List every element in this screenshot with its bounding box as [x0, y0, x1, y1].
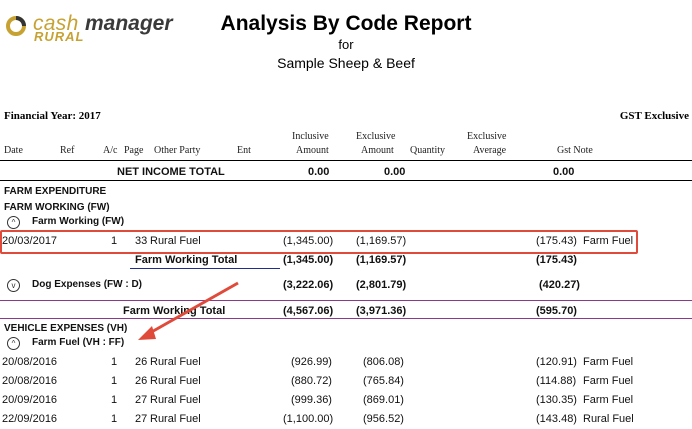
vh-row-date: 20/09/2016 — [2, 394, 58, 406]
header-divider — [0, 160, 692, 161]
fw-subtotal-divider — [130, 268, 280, 269]
logo-rural-text: RURAL — [34, 29, 85, 44]
vh-row-note: Farm Fuel — [583, 356, 634, 368]
vh-row-exclusive: (806.08) — [363, 356, 404, 368]
vehicle-divider — [0, 318, 692, 319]
col-date: Date — [4, 145, 23, 156]
col-excl-avg-1: Exclusive — [467, 131, 507, 142]
col-quantity: Quantity — [410, 145, 445, 156]
dog-expenses-label[interactable]: Dog Expenses (FW : D) — [32, 279, 143, 290]
vh-row-page: 27 — [135, 413, 148, 425]
fw-subtotal-inclusive: (1,345.00) — [283, 254, 334, 266]
fw-total-exclusive: (3,971.36) — [356, 305, 407, 317]
vh-row-ac: 1 — [111, 413, 118, 425]
col-page: Page — [124, 145, 144, 156]
fw-total-divider — [0, 300, 692, 301]
report-title-for: for — [338, 37, 354, 52]
col-exclusive-1: Exclusive — [356, 131, 396, 142]
vh-row-gst: (114.88) — [536, 375, 577, 387]
net-income-label: NET INCOME TOTAL — [117, 166, 225, 178]
fw-row-ac: 1 — [111, 235, 118, 247]
vh-row-ac: 1 — [111, 375, 118, 387]
fw-subtotal-gst: (175.43) — [536, 254, 577, 266]
vh-row-note: Farm Fuel — [583, 394, 634, 406]
vh-row-date: 22/09/2016 — [2, 413, 58, 425]
col-exclusive-2: Amount — [361, 145, 394, 156]
vh-row-party: Rural Fuel — [150, 394, 201, 406]
chevron-up-icon[interactable]: ^ — [7, 216, 20, 229]
net-income-divider — [0, 180, 692, 181]
fw-row-party: Rural Fuel — [150, 235, 201, 247]
chevron-up-icon[interactable]: ^ — [7, 337, 20, 350]
vh-row-ac: 1 — [111, 356, 118, 368]
vh-row-ac: 1 — [111, 394, 118, 406]
farm-working-heading: FARM WORKING (FW) — [4, 202, 110, 213]
dog-expenses-exclusive: (2,801.79) — [356, 279, 407, 291]
vh-row-party: Rural Fuel — [150, 356, 201, 368]
vh-row-party: Rural Fuel — [150, 375, 201, 387]
vh-row-party: Rural Fuel — [150, 413, 201, 425]
vh-row-note: Rural Fuel — [583, 413, 634, 425]
vehicle-heading: VEHICLE EXPENSES (VH) — [4, 323, 128, 334]
col-inclusive-2: Amount — [296, 145, 329, 156]
col-ref: Ref — [60, 145, 75, 156]
vh-row-inclusive: (1,100.00) — [283, 413, 334, 425]
farm-working-sub[interactable]: Farm Working (FW) — [32, 216, 125, 227]
net-income-gst: 0.00 — [553, 166, 575, 178]
net-income-inclusive: 0.00 — [308, 166, 330, 178]
report-title: Analysis By Code Report — [220, 12, 472, 35]
vh-row-gst: (120.91) — [536, 356, 577, 368]
dog-expenses-gst: (420.27) — [539, 279, 580, 291]
vh-row-gst: (130.35) — [536, 394, 577, 406]
highlight-box — [0, 230, 638, 254]
logo-manager-text: manager — [85, 12, 173, 35]
vh-row-page: 26 — [135, 375, 148, 387]
farm-expenditure-heading: FARM EXPENDITURE — [4, 186, 107, 197]
fw-row-note: Farm Fuel — [583, 235, 634, 247]
vh-row-inclusive: (999.36) — [291, 394, 332, 406]
financial-year: Financial Year: 2017 — [4, 110, 101, 122]
report-client-name: Sample Sheep & Beef — [277, 55, 415, 71]
col-inclusive-1: Inclusive — [292, 131, 329, 142]
gst-mode: GST Exclusive — [619, 110, 689, 122]
fw-row-exclusive: (1,169.57) — [356, 235, 407, 247]
col-excl-avg-2: Average — [473, 145, 507, 156]
vh-row-exclusive: (869.01) — [363, 394, 404, 406]
fw-row-inclusive: (1,345.00) — [283, 235, 334, 247]
vh-row-date: 20/08/2016 — [2, 356, 58, 368]
vh-row-page: 27 — [135, 394, 148, 406]
fw-subtotal-exclusive: (1,169.57) — [356, 254, 407, 266]
col-ent: Ent — [237, 145, 251, 156]
vh-row-note: Farm Fuel — [583, 375, 634, 387]
vh-row-exclusive: (765.84) — [363, 375, 404, 387]
fw-total-gst: (595.70) — [536, 305, 577, 317]
fw-subtotal-label: Farm Working Total — [135, 254, 238, 266]
logo-cash-text: cash — [33, 12, 79, 35]
fw-row-gst: (175.43) — [536, 235, 577, 247]
dog-expenses-inclusive: (3,222.06) — [283, 279, 334, 291]
chevron-down-icon[interactable]: v — [7, 279, 20, 292]
net-income-exclusive: 0.00 — [384, 166, 406, 178]
vh-row-inclusive: (880.72) — [291, 375, 332, 387]
vehicle-sub[interactable]: Farm Fuel (VH : FF) — [32, 337, 125, 348]
fw-row-date: 20/03/2017 — [2, 235, 58, 247]
fw-total-inclusive: (4,567.06) — [283, 305, 334, 317]
col-gst-note: Gst Note — [557, 145, 593, 156]
fw-row-page: 33 — [135, 235, 148, 247]
col-ac: A/c — [103, 145, 118, 156]
vh-row-date: 20/08/2016 — [2, 375, 58, 387]
swirl-logo-icon — [6, 16, 26, 36]
vh-row-page: 26 — [135, 356, 148, 368]
vh-row-gst: (143.48) — [536, 413, 577, 425]
fw-total-label: Farm Working Total — [123, 305, 226, 317]
vh-row-inclusive: (926.99) — [291, 356, 332, 368]
vh-row-exclusive: (956.52) — [363, 413, 404, 425]
col-other-party: Other Party — [154, 145, 201, 156]
